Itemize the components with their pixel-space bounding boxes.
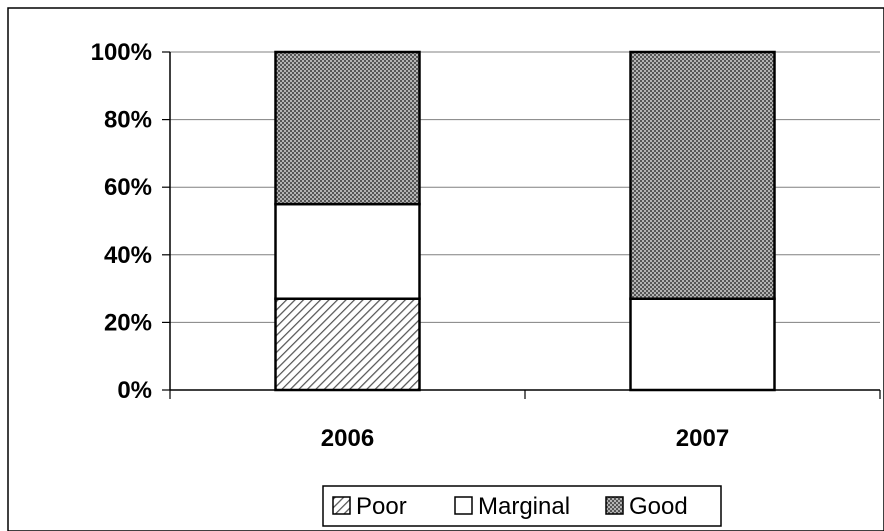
- bar-segment-marginal-2006: [274, 202, 421, 300]
- legend-swatch-marginal: [454, 496, 473, 515]
- y-tick-label: 60%: [104, 174, 152, 201]
- bar-segment-good-2007: [629, 50, 776, 300]
- legend-label-poor: Poor: [356, 493, 407, 520]
- x-category-label: 2007: [676, 425, 729, 452]
- y-tick-label: 20%: [104, 309, 152, 336]
- x-category-label: 2006: [321, 425, 374, 452]
- y-tick-label: 100%: [91, 39, 152, 66]
- legend-label-good: Good: [629, 493, 688, 520]
- legend-swatch-good: [605, 496, 624, 515]
- bar-segment-marginal-2007: [629, 297, 776, 392]
- chart-frame: [7, 7, 884, 531]
- legend-swatch-poor: [332, 496, 351, 515]
- y-tick-label: 0%: [117, 377, 152, 404]
- y-tick-label: 80%: [104, 107, 152, 134]
- legend-box: [322, 485, 722, 527]
- bar-segment-poor-2006: [274, 297, 421, 392]
- legend-label-marginal: Marginal: [478, 493, 570, 520]
- y-tick-label: 40%: [104, 242, 152, 269]
- bar-segment-good-2006: [274, 50, 421, 206]
